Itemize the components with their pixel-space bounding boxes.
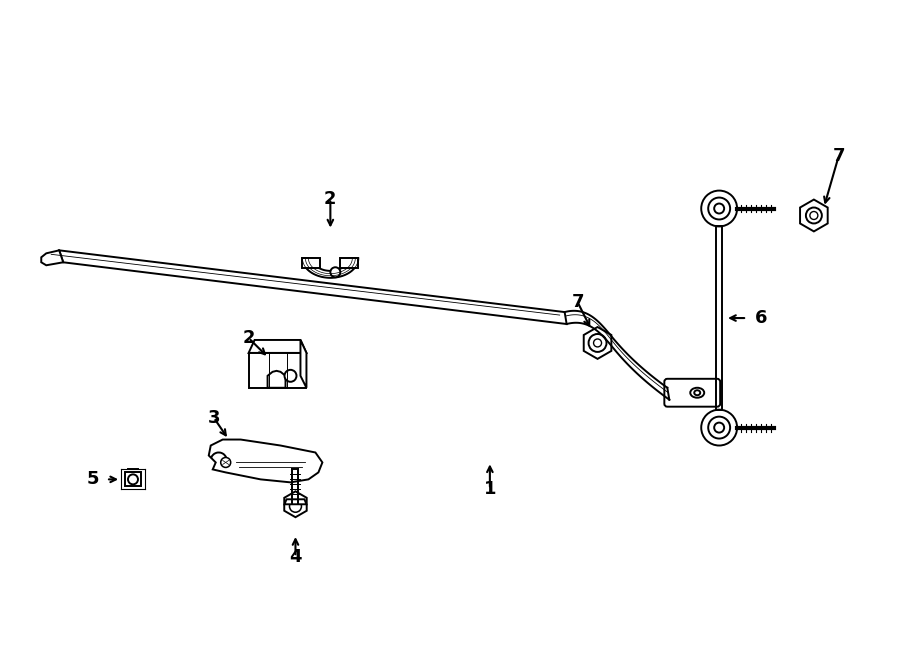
Text: 7: 7 bbox=[832, 147, 845, 165]
Polygon shape bbox=[302, 258, 320, 268]
Polygon shape bbox=[284, 491, 307, 517]
Text: 1: 1 bbox=[483, 481, 496, 498]
Circle shape bbox=[220, 457, 230, 467]
Circle shape bbox=[589, 334, 607, 352]
Circle shape bbox=[708, 416, 730, 438]
Polygon shape bbox=[301, 340, 306, 388]
Polygon shape bbox=[800, 199, 828, 232]
Polygon shape bbox=[584, 327, 611, 359]
Polygon shape bbox=[284, 499, 306, 504]
Polygon shape bbox=[248, 353, 306, 388]
Polygon shape bbox=[59, 250, 567, 324]
Circle shape bbox=[701, 410, 737, 446]
Text: 4: 4 bbox=[289, 548, 302, 566]
Ellipse shape bbox=[690, 388, 704, 398]
Text: 2: 2 bbox=[324, 189, 337, 208]
Circle shape bbox=[708, 197, 730, 220]
Circle shape bbox=[701, 191, 737, 226]
Circle shape bbox=[290, 500, 302, 512]
FancyBboxPatch shape bbox=[664, 379, 720, 406]
Polygon shape bbox=[302, 258, 358, 278]
Text: 3: 3 bbox=[208, 408, 220, 426]
Polygon shape bbox=[124, 472, 141, 487]
Polygon shape bbox=[340, 258, 358, 268]
Ellipse shape bbox=[694, 391, 700, 395]
Circle shape bbox=[284, 370, 296, 382]
Circle shape bbox=[330, 267, 340, 277]
Circle shape bbox=[715, 422, 724, 432]
Text: 5: 5 bbox=[87, 471, 99, 489]
Text: 6: 6 bbox=[755, 309, 768, 327]
Text: 2: 2 bbox=[242, 329, 255, 347]
Text: 7: 7 bbox=[572, 293, 584, 311]
Circle shape bbox=[806, 207, 822, 224]
Circle shape bbox=[715, 203, 724, 214]
Polygon shape bbox=[209, 440, 322, 483]
Circle shape bbox=[594, 339, 601, 347]
Polygon shape bbox=[267, 371, 285, 388]
Polygon shape bbox=[41, 250, 63, 265]
Circle shape bbox=[810, 211, 818, 220]
Circle shape bbox=[128, 475, 138, 485]
Polygon shape bbox=[248, 340, 306, 353]
